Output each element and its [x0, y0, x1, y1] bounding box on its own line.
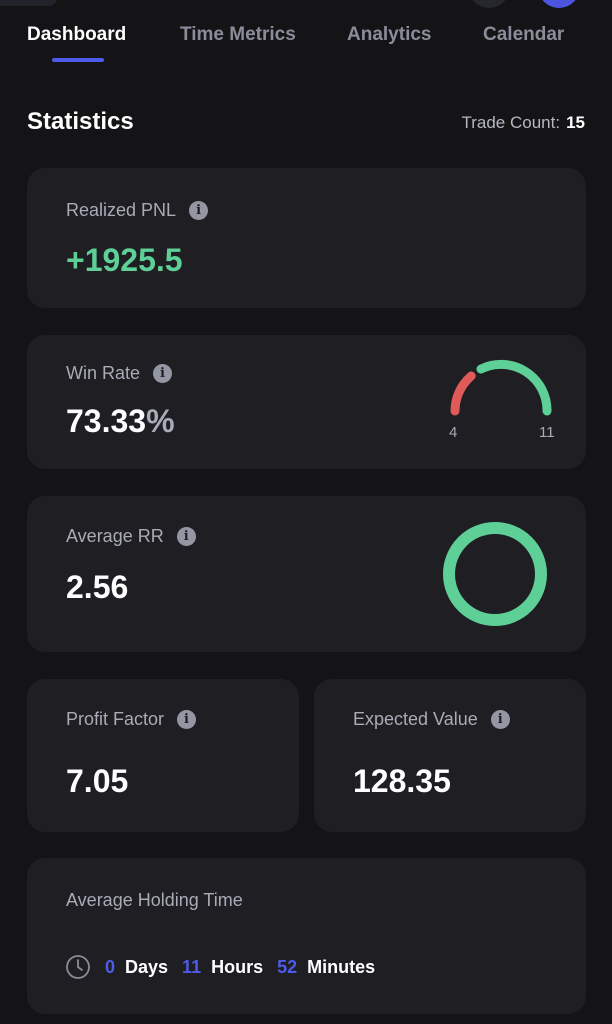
expected-value-value: 128.35 [353, 763, 451, 799]
gauge-wins-count: 11 [539, 424, 555, 441]
profit-factor-card: Profit Factor i 7.05 [27, 679, 299, 832]
win-rate-label-row: Win Rate i [66, 363, 173, 384]
expected-value-label: Expected Value [353, 709, 478, 729]
realized-pnl-label-row: Realized PNL i [66, 200, 209, 221]
win-loss-gauge [450, 359, 552, 416]
expected-value-card: Expected Value i 128.35 [314, 679, 586, 832]
realized-pnl-label: Realized PNL [66, 200, 177, 220]
win-rate-unit: % [146, 403, 175, 439]
avatar[interactable] [538, 0, 580, 8]
holding-hours-value: 11 [182, 956, 202, 977]
tab-bar: Dashboard Time Metrics Analytics Calenda… [0, 24, 612, 68]
holding-time-card: Average Holding Time 0 Days 11 Hours 52 … [27, 858, 586, 1014]
holding-time-label: Average Holding Time [66, 890, 243, 910]
profit-factor-value: 7.05 [66, 763, 129, 799]
average-rr-value: 2.56 [66, 569, 129, 605]
realized-pnl-value: +1925.5 [66, 242, 183, 278]
win-rate-card: Win Rate i 73.33% 4 11 [27, 335, 586, 469]
profit-factor-label: Profit Factor [66, 709, 165, 729]
holding-hours-label: Hours [211, 956, 264, 977]
tab-calendar[interactable]: Calendar [483, 24, 565, 45]
average-rr-label-row: Average RR i [66, 526, 196, 547]
average-rr-label: Average RR [66, 526, 164, 546]
tab-analytics[interactable]: Analytics [347, 24, 432, 45]
info-icon[interactable]: i [189, 201, 209, 220]
win-rate-label: Win Rate [66, 363, 141, 383]
info-icon[interactable]: i [176, 527, 196, 546]
holding-minutes-value: 52 [277, 956, 298, 977]
holding-days-value: 0 [105, 956, 116, 977]
profit-factor-label-row: Profit Factor i [66, 709, 197, 730]
gauge-losses-count: 4 [449, 424, 458, 441]
trade-count-value: 15 [566, 113, 585, 132]
gauge-win-arc [476, 359, 552, 416]
tab-dashboard[interactable]: Dashboard [27, 24, 127, 45]
holding-days-label: Days [125, 956, 169, 977]
info-icon[interactable]: i [153, 364, 173, 383]
info-icon[interactable]: i [490, 710, 510, 729]
top-bar-fragment [0, 0, 58, 6]
average-rr-ring [443, 522, 547, 626]
holding-time-row: 0 Days 11 Hours 52 Minutes [65, 954, 389, 980]
average-rr-card: Average RR i 2.56 [27, 496, 586, 652]
holding-minutes-label: Minutes [307, 956, 376, 977]
gauge-loss-arc [450, 371, 476, 416]
realized-pnl-card: Realized PNL i +1925.5 [27, 168, 586, 308]
info-icon[interactable]: i [177, 710, 197, 729]
tab-time-metrics[interactable]: Time Metrics [180, 24, 296, 45]
active-tab-indicator [52, 58, 104, 62]
expected-value-label-row: Expected Value i [353, 709, 510, 730]
win-rate-value: 73.33 [66, 403, 147, 439]
header-icon-button[interactable] [468, 0, 510, 8]
section-title: Statistics [27, 108, 134, 135]
trade-count-label: Trade Count: [461, 113, 561, 132]
clock-icon [65, 954, 91, 980]
rr-ring-circle [443, 522, 547, 626]
win-rate-value-row: 73.33% [66, 403, 175, 440]
trade-count: Trade Count: 15 [461, 113, 585, 133]
